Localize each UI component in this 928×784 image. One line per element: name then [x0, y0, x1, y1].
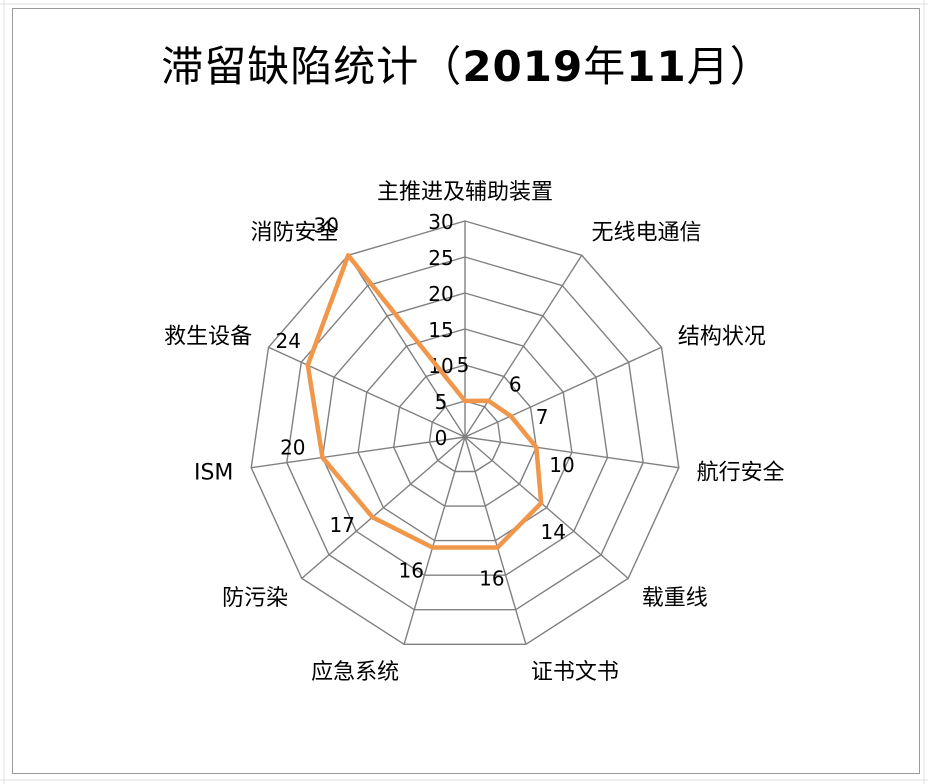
chart-area[interactable]: 滞留缺陷统计（2019年11月） 0 5 10 15 20 25 30 5 6 7 10 14 16 16…: [12, 8, 920, 774]
data-label: 5: [457, 353, 470, 377]
axis-tick-label: 15: [428, 318, 453, 342]
grid-spoke: [464, 436, 527, 645]
grid-spoke: [464, 254, 583, 438]
data-label: 10: [549, 453, 574, 477]
category-label: 应急系统: [311, 660, 399, 685]
grid-ring-15: [357, 328, 573, 542]
data-label: 16: [479, 566, 504, 590]
grid-ring-5: [428, 400, 502, 473]
category-label: ISM: [194, 461, 233, 486]
grid-spoke: [464, 436, 629, 579]
data-label: 17: [329, 513, 354, 537]
grid-spoke: [403, 436, 466, 645]
axis-tick-label: 30: [428, 210, 453, 234]
title-year: 2019: [462, 42, 584, 91]
category-label: 主推进及辅助装置: [377, 180, 553, 205]
grid-spoke: [301, 436, 466, 579]
data-label: 6: [509, 373, 522, 397]
category-label: 结构状况: [678, 325, 766, 350]
axis-tick-label: 5: [435, 390, 448, 414]
data-label: 16: [398, 559, 423, 583]
axis-tick-label: 25: [428, 246, 453, 270]
data-label: 7: [536, 405, 549, 429]
data-label: 14: [540, 520, 565, 544]
grid-spoke: [464, 346, 662, 438]
data-label: 20: [280, 436, 305, 460]
grid-spoke: [347, 254, 466, 438]
data-label: 30: [313, 213, 338, 237]
category-label: 无线电通信: [592, 221, 702, 246]
grid-spoke: [464, 436, 679, 469]
grid-ring-20: [321, 292, 609, 576]
category-label: 载重线: [642, 586, 708, 611]
grid-spoke: [251, 436, 466, 469]
series-line: [305, 253, 544, 550]
grid-ring-10: [392, 364, 538, 507]
radar-plot: 0510152025305671014161617202430主推进及辅助装置无…: [164, 180, 785, 685]
category-label: 防污染: [222, 586, 288, 611]
title-part-2: 年: [583, 42, 627, 91]
title-month: 11: [626, 42, 687, 91]
axis-tick-label: 0: [435, 426, 448, 450]
axis-tick-label: 20: [428, 282, 453, 306]
category-label: 救生设备: [164, 325, 252, 350]
category-label: 消防安全: [250, 221, 338, 246]
title-part-1: 滞留缺陷统计（: [161, 42, 463, 91]
category-label: 航行安全: [697, 461, 785, 486]
grid-spoke: [268, 346, 466, 438]
category-label: 证书文书: [531, 660, 619, 685]
chart-title: 滞留缺陷统计（2019年11月）: [13, 33, 921, 94]
title-part-3: 月）: [686, 42, 773, 91]
data-label: 24: [275, 329, 300, 353]
grid-ring-30: [250, 220, 680, 645]
